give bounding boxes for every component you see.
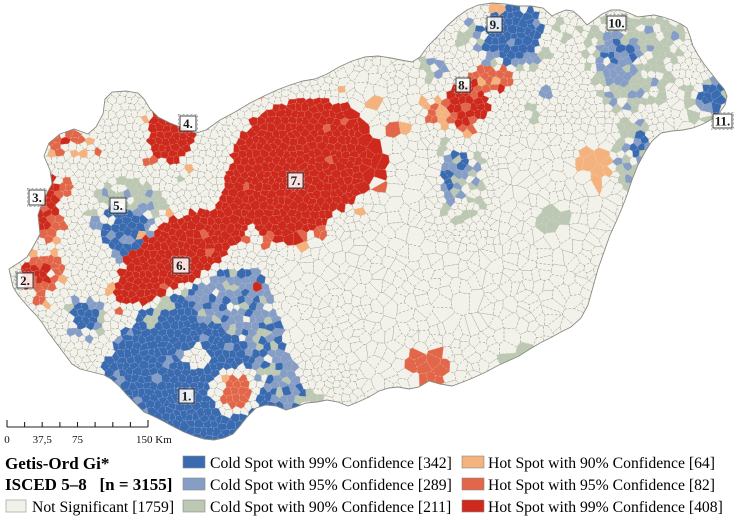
svg-text:6.: 6. (176, 258, 186, 273)
svg-text:75: 75 (72, 434, 84, 446)
svg-text:10.: 10. (608, 15, 624, 30)
svg-text:4.: 4. (183, 116, 193, 131)
svg-text:7.: 7. (291, 173, 301, 188)
svg-text:37,5: 37,5 (33, 434, 53, 446)
svg-text:2.: 2. (20, 273, 30, 288)
svg-text:150 Km: 150 Km (136, 434, 172, 446)
svg-text:Hot Spot with 95% Confidence [: Hot Spot with 95% Confidence [82] (488, 477, 715, 494)
svg-text:11.: 11. (715, 113, 731, 128)
svg-text:5.: 5. (113, 198, 123, 213)
svg-text:Hot Spot with 90% Confidence [: Hot Spot with 90% Confidence [64] (488, 455, 715, 472)
svg-text:Getis-Ord Gi*: Getis-Ord Gi* (5, 454, 109, 473)
svg-text:ISCED 5–8 [n = 3155]: ISCED 5–8 [n = 3155] (5, 475, 172, 494)
svg-text:1.: 1. (182, 388, 192, 403)
svg-text:Not Significant [1759]: Not Significant [1759] (32, 499, 174, 516)
svg-text:9.: 9. (490, 17, 500, 32)
svg-text:0: 0 (4, 434, 10, 446)
svg-text:Cold Spot with 99% Confidence: Cold Spot with 99% Confidence [342] (210, 455, 452, 472)
svg-text:Cold Spot with 90% Confidence: Cold Spot with 90% Confidence [211] (210, 499, 451, 516)
svg-text:Cold Spot with 95% Confidence: Cold Spot with 95% Confidence [289] (210, 477, 452, 494)
svg-text:8.: 8. (458, 77, 468, 92)
svg-text:3.: 3. (32, 190, 42, 205)
svg-text:Hot Spot with 99% Confidence [: Hot Spot with 99% Confidence [408] (488, 499, 723, 516)
